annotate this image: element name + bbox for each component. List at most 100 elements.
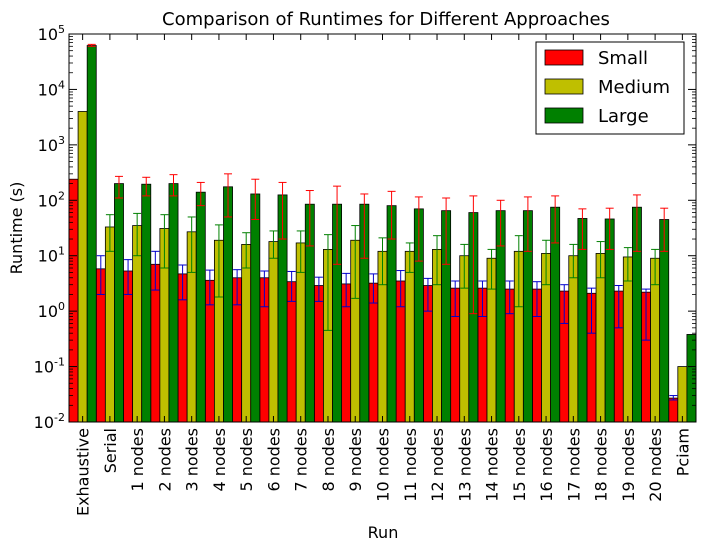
y-tick-base: 10: [38, 25, 58, 44]
x-tick-label: 15 nodes: [510, 428, 529, 502]
error-bar-large-20: [632, 194, 641, 252]
error-bar-medium-19: [596, 241, 605, 279]
y-tick-label: 104: [38, 78, 65, 99]
bar-large-5: [223, 186, 233, 423]
error-bar-small-2: [124, 259, 133, 295]
error-bar-large-4: [196, 181, 205, 207]
error-bar-medium-2: [133, 212, 142, 257]
bar-medium-19: [595, 253, 606, 423]
error-bar-small-14: [451, 280, 460, 318]
error-bar-small-15: [478, 280, 487, 318]
error-bar-large-1: [114, 175, 123, 199]
error-bar-large-9: [333, 185, 342, 265]
error-bar-small-22: [669, 395, 678, 401]
bar-large-22: [686, 334, 697, 423]
bars-layer: [68, 45, 697, 423]
error-bar-small-20: [614, 285, 623, 329]
error-bar-medium-11: [378, 237, 387, 286]
bar-medium-6: [241, 244, 252, 423]
error-bar-medium-13: [433, 235, 442, 286]
y-tick-label: 100: [38, 300, 65, 321]
error-bar-medium-17: [542, 239, 551, 286]
y-tick-label: 105: [38, 23, 65, 44]
error-bar-small-5: [205, 269, 214, 306]
x-axis: Exhaustive Serial 1 nodes 2 nodes 3 nodes 4 n…: [74, 34, 692, 516]
x-tick-label: 4 nodes: [210, 428, 229, 492]
legend-label-small: Small: [598, 48, 648, 69]
error-bar-small-13: [423, 277, 432, 312]
x-tick-label: 16 nodes: [537, 428, 556, 502]
error-bar-small-21: [642, 288, 651, 341]
bar-large-1: [114, 183, 124, 423]
bar-large-6: [250, 193, 261, 423]
x-tick-label: 3 nodes: [183, 428, 202, 492]
bar-large-4: [195, 191, 206, 423]
bar-medium-12: [404, 250, 415, 423]
x-tick-label: 11 nodes: [401, 428, 420, 502]
x-tick-label: 12 nodes: [428, 428, 447, 502]
legend-swatch-medium: [544, 78, 584, 95]
error-bar-small-8: [287, 270, 296, 302]
error-bar-medium-14: [460, 243, 469, 289]
y-axis-label: Runtime (s): [7, 182, 26, 275]
bar-medium-7: [268, 241, 279, 423]
y-tick-exponent: 3: [58, 134, 65, 147]
y-tick-base: 10: [38, 136, 58, 155]
error-bar-large-0: [87, 43, 96, 47]
y-tick-base: 10: [34, 358, 54, 377]
error-bar-small-19: [587, 287, 596, 334]
error-bar-large-12: [414, 196, 423, 262]
error-bar-medium-10: [351, 225, 360, 299]
y-tick-base: 10: [38, 247, 58, 266]
error-bar-small-7: [260, 270, 269, 308]
bar-large-3: [168, 183, 179, 423]
bar-medium-22: [677, 366, 688, 423]
y-tick-exponent: 4: [58, 78, 65, 91]
bar-small-9: [313, 285, 324, 423]
error-bar-large-21: [660, 207, 669, 252]
x-tick-label: 5 nodes: [237, 428, 256, 492]
y-tick-base: 10: [38, 80, 58, 99]
bar-large-2: [141, 183, 152, 423]
error-bar-small-11: [369, 273, 378, 304]
x-tick-label: Pciam: [673, 428, 692, 476]
error-bar-medium-1: [105, 214, 114, 252]
bar-large-0: [86, 45, 97, 423]
error-bar-large-13: [442, 197, 451, 265]
x-tick-label: 19 nodes: [619, 428, 638, 502]
x-tick-label: 6 nodes: [264, 428, 283, 492]
x-tick-label: 2 nodes: [155, 428, 174, 492]
x-tick-label: Serial: [101, 428, 120, 473]
error-bar-large-18: [578, 208, 587, 250]
error-bar-medium-18: [569, 243, 578, 279]
x-axis-label: Run: [368, 523, 399, 542]
error-bars-layer: [87, 43, 678, 401]
x-tick-label: 1 nodes: [128, 428, 147, 492]
error-bar-small-1: [96, 255, 105, 295]
legend: Small Medium Large: [535, 41, 685, 135]
y-tick-label: 10-1: [34, 356, 65, 377]
error-bar-large-15: [496, 199, 505, 247]
y-tick-label: 102: [38, 189, 65, 210]
error-bar-small-18: [560, 284, 569, 324]
y-tick-base: 10: [38, 191, 58, 210]
error-bar-medium-15: [487, 248, 496, 290]
error-bar-medium-16: [514, 235, 523, 308]
y-tick-exponent: -2: [54, 411, 65, 424]
x-tick-label: 14 nodes: [483, 428, 502, 502]
error-bar-large-3: [169, 174, 178, 197]
error-bar-large-17: [551, 195, 560, 244]
legend-label-medium: Medium: [598, 77, 670, 98]
error-bar-small-4: [178, 264, 187, 301]
x-tick-label: 13 nodes: [455, 428, 474, 502]
y-tick-exponent: 2: [58, 189, 65, 202]
error-bar-large-10: [360, 193, 369, 259]
x-tick-label: Exhaustive: [74, 428, 93, 516]
error-bar-large-8: [305, 190, 314, 247]
error-bar-medium-8: [296, 230, 305, 273]
y-tick-exponent: 0: [58, 300, 65, 313]
legend-swatch-small: [544, 49, 584, 66]
y-tick-exponent: -1: [54, 356, 65, 369]
x-tick-label: 18 nodes: [592, 428, 611, 502]
